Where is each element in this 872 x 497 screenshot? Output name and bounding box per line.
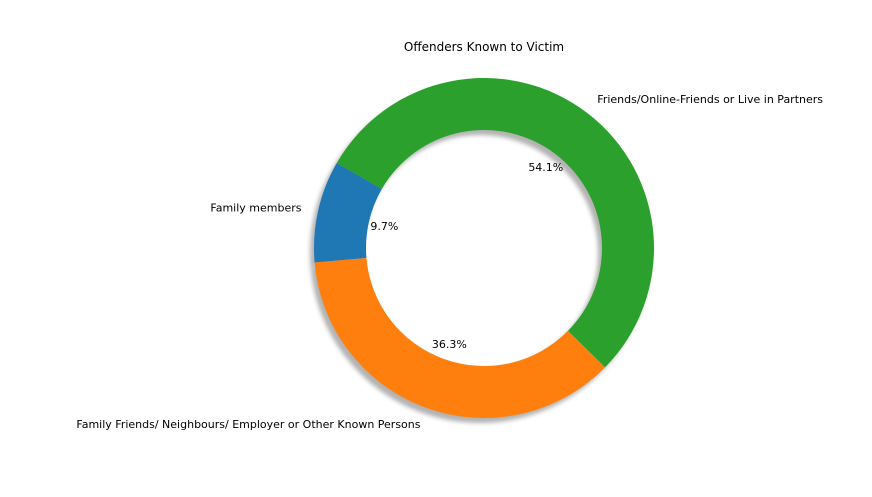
slice-1-label: Family Friends/ Neighbours/ Employer or … [76, 418, 420, 431]
slice-0-percent: 9.7% [370, 220, 398, 233]
slice-0 [314, 163, 382, 263]
slice-1 [314, 258, 606, 418]
slice-0-label: Family members [210, 201, 301, 214]
slice-layer [314, 77, 655, 418]
chart-title: Offenders Known to Victim [404, 40, 564, 54]
slice-2 [336, 77, 655, 368]
label-layer: Family members 9.7% Family Friends/ Neighb… [76, 93, 823, 431]
slice-1-percent: 36.3% [432, 338, 467, 351]
slice-2-label: Friends/Online-Friends or Live in Partne… [597, 93, 823, 106]
slice-2-percent: 54.1% [528, 161, 563, 174]
